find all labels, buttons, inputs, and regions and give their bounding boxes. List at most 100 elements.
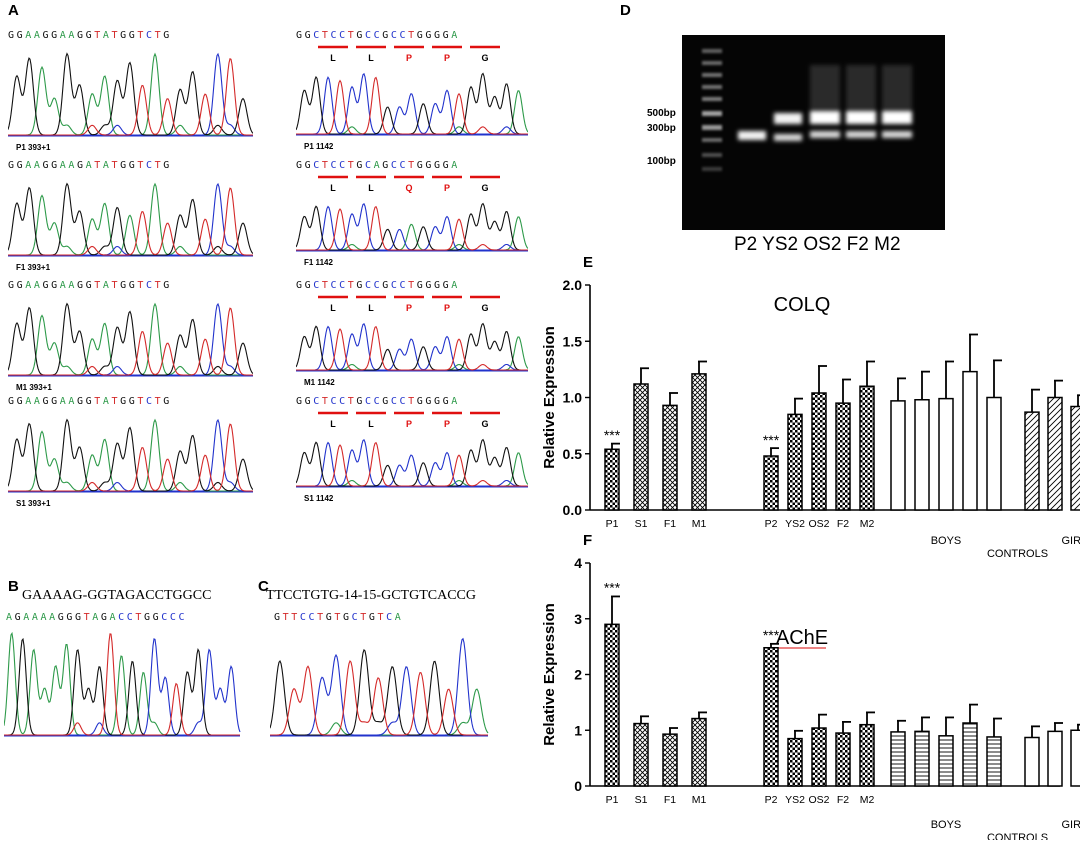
bar <box>986 736 1002 787</box>
bar <box>604 623 620 787</box>
left-sequence-0: GGAAGGAAGGTATGGTCTG <box>8 30 172 41</box>
right-trace-label-2: M1 1142 <box>304 378 335 387</box>
amino-acid-L: L <box>330 303 336 313</box>
group-label-boys: BOYS <box>931 535 962 547</box>
chart-title: COLQ <box>774 294 831 316</box>
controls-label: CONTROLS <box>987 832 1048 840</box>
bar <box>1070 729 1080 787</box>
error-bar <box>945 716 954 736</box>
panel-label-d: D <box>620 2 631 19</box>
bar <box>633 722 649 787</box>
x-tick-label: F2 <box>837 794 849 806</box>
amino-acid-P: P <box>406 53 412 63</box>
panel-label-c: C <box>258 578 269 595</box>
error-bar <box>640 715 649 724</box>
bar <box>914 730 930 787</box>
left-trace-label-0: P1 393+1 <box>16 143 51 152</box>
bar <box>604 448 620 511</box>
panel-c-header-sequence: TTCCTGTG-14-15-GCTGTCACCG <box>266 588 476 603</box>
error-bar <box>818 713 827 729</box>
bar <box>938 397 954 511</box>
y-tick-label: 0 <box>574 778 582 794</box>
error-bar <box>669 727 678 735</box>
amino-acid-P: P <box>444 53 450 63</box>
amino-acid-G: G <box>481 303 488 313</box>
bar <box>662 733 678 787</box>
bar <box>763 455 779 511</box>
right-sequence-3: GGCTCCTGCCGCCTGGGGA <box>296 396 460 407</box>
error-bar <box>842 378 851 404</box>
panel-b-chromatogram <box>4 631 241 737</box>
x-tick-label: S1 <box>635 794 648 806</box>
significance-marker: *** <box>763 627 780 643</box>
error-bar <box>897 377 906 401</box>
error-bar <box>640 367 649 384</box>
right-trace-label-1: F1 1142 <box>304 258 333 267</box>
amino-acid-P: P <box>444 303 450 313</box>
left-sequence-1: GGAAGGAAGATATGGTCTG <box>8 160 172 171</box>
error-bar <box>969 703 978 724</box>
panel-label-e: E <box>583 254 594 271</box>
bar <box>662 404 678 511</box>
group-label-girls: GIRLS <box>1061 819 1080 831</box>
bar <box>962 370 978 511</box>
error-bar <box>1054 722 1063 732</box>
panel-c-chromatogram <box>270 637 489 737</box>
error-bar <box>1031 725 1040 738</box>
error-bar <box>921 716 930 732</box>
bar <box>938 735 954 787</box>
error-bar <box>1077 394 1080 407</box>
right-chromatogram-0 <box>296 72 528 136</box>
chart-title: AChE <box>776 627 828 649</box>
x-tick-label: M1 <box>692 794 707 806</box>
bar <box>1070 405 1080 511</box>
error-bar <box>698 360 707 374</box>
right-sequence-0: GGCTCCTGCCGCCTGGGGA <box>296 30 460 41</box>
x-tick-label: F1 <box>664 794 676 806</box>
bar <box>859 723 875 787</box>
right-chromatogram-1 <box>296 202 528 252</box>
chart-e-colq: 0.0 0.5 1.0 1.5 2.0 Relative Expression COLQ P1… <box>541 277 1080 560</box>
error-bar <box>945 360 954 399</box>
error-bar <box>1077 723 1080 731</box>
bp-label-100: 100bp <box>647 156 676 167</box>
error-bar <box>993 359 1002 398</box>
y-tick-label: 2.0 <box>563 277 583 293</box>
y-axis-label: Relative Expression <box>541 326 558 469</box>
left-chromatogram-1 <box>8 182 253 257</box>
panel-label-b: B <box>8 578 19 595</box>
bar <box>633 383 649 511</box>
x-tick-label: F1 <box>664 518 676 530</box>
y-axis-label: Relative Expression <box>541 603 558 746</box>
panel-c-trace-sequence: GTTCCTGTGCTGTCA <box>274 612 404 623</box>
bar <box>835 732 851 787</box>
amino-acid-G: G <box>481 53 488 63</box>
error-bar <box>897 719 906 732</box>
bar <box>691 373 707 511</box>
amino-acid-P: P <box>406 303 412 313</box>
bar <box>890 400 906 511</box>
bar <box>914 399 930 511</box>
bar <box>835 402 851 511</box>
x-tick-label: M2 <box>860 518 875 530</box>
error-bar <box>794 729 803 739</box>
error-bar <box>842 720 851 734</box>
left-trace-label-2: M1 393+1 <box>16 383 52 392</box>
amino-acid-G: G <box>481 419 488 429</box>
right-chromatogram-2 <box>296 322 528 372</box>
significance-marker: *** <box>604 579 621 595</box>
x-tick-label: M2 <box>860 794 875 806</box>
right-sequence-1: GGCTCCTGCAGCCTGGGGA <box>296 160 460 171</box>
error-bar <box>921 370 930 400</box>
amino-acid-L: L <box>330 183 336 193</box>
amino-acid-P: P <box>406 419 412 429</box>
right-sequence-2: GGCTCCTGCCGCCTGGGGA <box>296 280 460 291</box>
amino-acid-L: L <box>368 183 374 193</box>
bar <box>691 717 707 787</box>
error-bar <box>1031 388 1040 413</box>
amino-acid-Q: Q <box>405 183 412 193</box>
amino-acid-L: L <box>368 53 374 63</box>
